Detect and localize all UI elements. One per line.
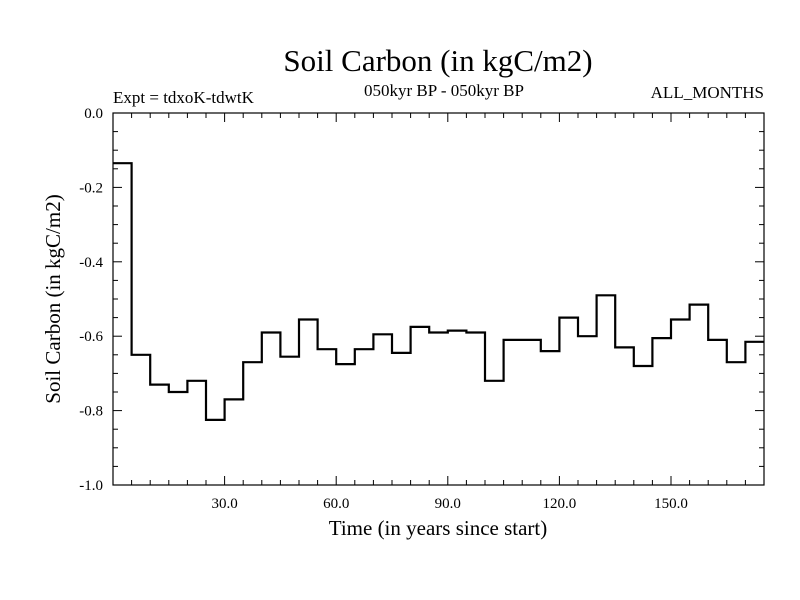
x-tick-label: 90.0 — [435, 496, 461, 512]
y-tick-label: 0.0 — [84, 106, 103, 122]
x-tick-label: 60.0 — [323, 496, 349, 512]
y-tick-label: -0.6 — [79, 329, 103, 345]
chart-title: Soil Carbon (in kgC/m2) — [283, 43, 592, 78]
x-tick-label: 150.0 — [654, 496, 688, 512]
y-tick-label: -0.2 — [79, 180, 103, 196]
period-label: 050kyr BP - 050kyr BP — [364, 81, 524, 100]
y-tick-label: -0.4 — [79, 255, 103, 271]
months-label: ALL_MONTHS — [651, 83, 764, 102]
experiment-label: Expt = tdxoK-tdwtK — [113, 88, 255, 107]
y-tick-label: -0.8 — [79, 404, 103, 420]
y-tick-label: -1.0 — [79, 478, 103, 494]
x-axis-label: Time (in years since start) — [329, 516, 548, 540]
x-tick-label: 120.0 — [543, 496, 577, 512]
y-axis-label: Soil Carbon (in kgC/m2) — [41, 194, 65, 403]
x-tick-label: 30.0 — [211, 496, 237, 512]
